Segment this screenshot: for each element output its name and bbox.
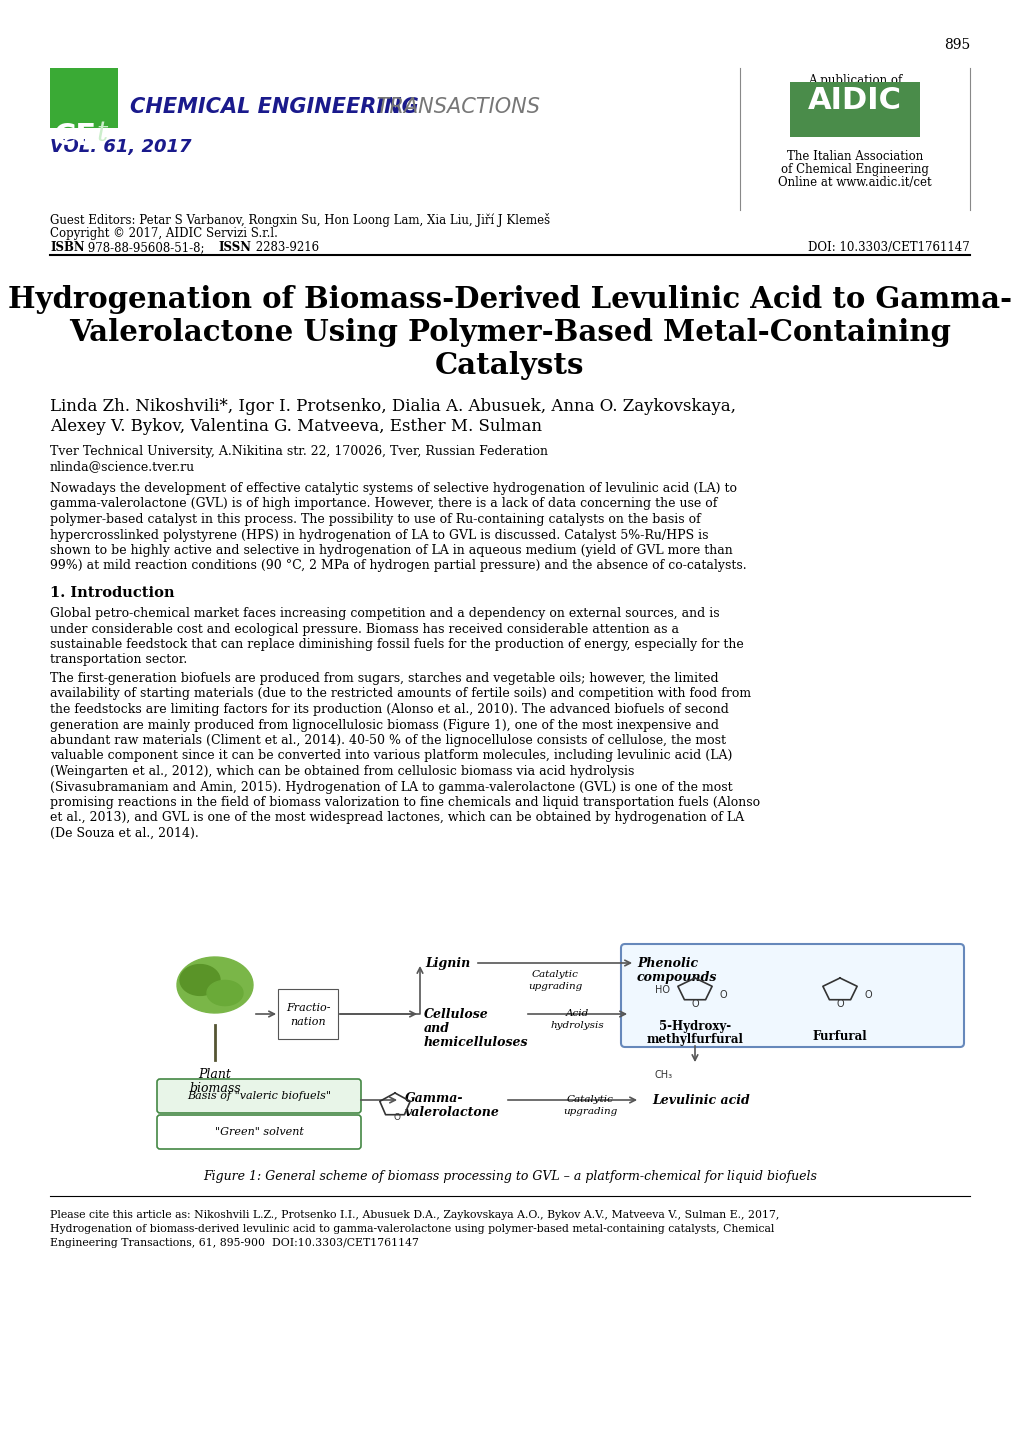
Text: Acid: Acid	[566, 1009, 589, 1018]
FancyBboxPatch shape	[790, 82, 919, 137]
Text: Copyright © 2017, AIDIC Servizi S.r.l.: Copyright © 2017, AIDIC Servizi S.r.l.	[50, 226, 277, 239]
Text: The Italian Association: The Italian Association	[786, 150, 922, 163]
Text: Global petro-chemical market faces increasing competition and a dependency on ex: Global petro-chemical market faces incre…	[50, 607, 719, 620]
Text: Hydrogenation of biomass-derived levulinic acid to gamma-valerolactone using pol: Hydrogenation of biomass-derived levulin…	[50, 1224, 773, 1234]
Text: (Sivasubramaniam and Amin, 2015). Hydrogenation of LA to gamma-valerolactone (GV: (Sivasubramaniam and Amin, 2015). Hydrog…	[50, 780, 732, 793]
Text: Hydrogenation of Biomass-Derived Levulinic Acid to Gamma-: Hydrogenation of Biomass-Derived Levulin…	[8, 286, 1011, 314]
Text: compounds: compounds	[637, 970, 716, 983]
Text: 5-Hydroxy-: 5-Hydroxy-	[658, 1019, 731, 1032]
Text: availability of starting materials (due to the restricted amounts of fertile soi: availability of starting materials (due …	[50, 688, 750, 701]
Text: AIDIC: AIDIC	[807, 87, 901, 115]
Text: CH₃: CH₃	[654, 1070, 673, 1080]
Text: upgrading: upgrading	[528, 982, 582, 991]
Text: nation: nation	[289, 1017, 325, 1027]
Text: HO: HO	[655, 985, 669, 995]
Text: O: O	[691, 999, 698, 1009]
Text: methylfurfural: methylfurfural	[646, 1032, 743, 1045]
Text: biomass: biomass	[189, 1082, 240, 1094]
Text: t: t	[96, 120, 107, 147]
Text: nlinda@science.tver.ru: nlinda@science.tver.ru	[50, 460, 195, 473]
Text: Tver Technical University, A.Nikitina str. 22, 170026, Tver, Russian Federation: Tver Technical University, A.Nikitina st…	[50, 446, 547, 459]
Text: gamma-valerolactone (GVL) is of high importance. However, there is a lack of dat: gamma-valerolactone (GVL) is of high imp…	[50, 497, 716, 510]
Text: the feedstocks are limiting factors for its production (Alonso et al., 2010). Th: the feedstocks are limiting factors for …	[50, 704, 729, 717]
Text: ISSN: ISSN	[218, 241, 251, 254]
Text: promising reactions in the field of biomass valorization to fine chemicals and l: promising reactions in the field of biom…	[50, 796, 759, 809]
Text: The first-generation biofuels are produced from sugars, starches and vegetable o: The first-generation biofuels are produc…	[50, 672, 718, 685]
Text: Basis of "valeric biofuels": Basis of "valeric biofuels"	[186, 1092, 331, 1102]
Text: and: and	[424, 1022, 449, 1035]
Text: Please cite this article as: Nikoshvili L.Z., Protsenko I.I., Abusuek D.A., Zayk: Please cite this article as: Nikoshvili …	[50, 1210, 779, 1220]
Text: 2283-9216: 2283-9216	[252, 241, 319, 254]
Text: (Weingarten et al., 2012), which can be obtained from cellulosic biomass via aci: (Weingarten et al., 2012), which can be …	[50, 766, 634, 779]
Text: O: O	[718, 991, 727, 999]
FancyBboxPatch shape	[157, 1115, 361, 1149]
Text: shown to be highly active and selective in hydrogenation of LA in aqueous medium: shown to be highly active and selective …	[50, 544, 732, 557]
Text: of Chemical Engineering: of Chemical Engineering	[781, 163, 928, 176]
Text: Engineering Transactions, 61, 895-900  DOI:10.3303/CET1761147: Engineering Transactions, 61, 895-900 DO…	[50, 1239, 419, 1247]
Text: hemicelluloses: hemicelluloses	[424, 1035, 528, 1048]
Text: Figure 1: General scheme of biomass processing to GVL – a platform-chemical for : Figure 1: General scheme of biomass proc…	[203, 1169, 816, 1182]
Text: ISBN: ISBN	[50, 241, 85, 254]
Text: 895: 895	[943, 37, 969, 52]
Text: O: O	[393, 1113, 400, 1122]
Text: (De Souza et al., 2014).: (De Souza et al., 2014).	[50, 828, 199, 841]
Polygon shape	[179, 965, 220, 995]
Text: valerolactone: valerolactone	[405, 1106, 499, 1119]
Text: generation are mainly produced from lignocellulosic biomass (Figure 1), one of t: generation are mainly produced from lign…	[50, 718, 718, 731]
Text: A publication of: A publication of	[807, 74, 901, 87]
Polygon shape	[177, 957, 253, 1012]
Text: polymer-based catalyst in this process. The possibility to use of Ru-containing : polymer-based catalyst in this process. …	[50, 513, 700, 526]
FancyBboxPatch shape	[157, 1079, 361, 1113]
Text: valuable component since it can be converted into various platform molecules, in: valuable component since it can be conve…	[50, 750, 732, 763]
Text: O: O	[836, 999, 843, 1009]
Text: under considerable cost and ecological pressure. Biomass has received considerab: under considerable cost and ecological p…	[50, 623, 679, 636]
Text: 978-88-95608-51-8;: 978-88-95608-51-8;	[84, 241, 208, 254]
Text: et al., 2013), and GVL is one of the most widespread lactones, which can be obta: et al., 2013), and GVL is one of the mos…	[50, 812, 744, 825]
Text: 1. Introduction: 1. Introduction	[50, 585, 174, 600]
FancyBboxPatch shape	[621, 945, 963, 1047]
Text: VOL. 61, 2017: VOL. 61, 2017	[50, 138, 192, 156]
FancyBboxPatch shape	[278, 989, 337, 1040]
Text: Linda Zh. Nikoshvili*, Igor I. Protsenko, Dialia A. Abusuek, Anna O. Zaykovskaya: Linda Zh. Nikoshvili*, Igor I. Protsenko…	[50, 398, 736, 415]
Text: Valerolactone Using Polymer-Based Metal-Containing: Valerolactone Using Polymer-Based Metal-…	[69, 319, 950, 348]
Text: Alexey V. Bykov, Valentina G. Matveeva, Esther M. Sulman: Alexey V. Bykov, Valentina G. Matveeva, …	[50, 418, 541, 435]
Text: upgrading: upgrading	[562, 1107, 616, 1116]
Text: Catalysts: Catalysts	[435, 350, 584, 381]
Text: 99%) at mild reaction conditions (90 °C, 2 MPa of hydrogen partial pressure) and: 99%) at mild reaction conditions (90 °C,…	[50, 559, 746, 572]
Text: Levulinic acid: Levulinic acid	[651, 1093, 749, 1106]
Text: Catalytic: Catalytic	[531, 970, 578, 979]
Text: Cellulose: Cellulose	[424, 1008, 488, 1021]
Text: Catalytic: Catalytic	[566, 1094, 612, 1105]
Text: abundant raw materials (Climent et al., 2014). 40-50 % of the lignocellulose con: abundant raw materials (Climent et al., …	[50, 734, 726, 747]
Text: O: O	[863, 991, 871, 999]
Text: Guest Editors: Petar S Varbanov, Rongxin Su, Hon Loong Lam, Xia Liu, Jiří J Klem: Guest Editors: Petar S Varbanov, Rongxin…	[50, 213, 549, 226]
Text: CE: CE	[54, 123, 97, 151]
Text: DOI: 10.3303/CET1761147: DOI: 10.3303/CET1761147	[807, 241, 969, 254]
Text: TRANSACTIONS: TRANSACTIONS	[370, 97, 539, 117]
Text: transportation sector.: transportation sector.	[50, 653, 187, 666]
Polygon shape	[207, 981, 243, 1005]
Text: "Green" solvent: "Green" solvent	[214, 1128, 303, 1136]
FancyBboxPatch shape	[50, 68, 118, 128]
Text: Gamma-: Gamma-	[405, 1092, 464, 1105]
Text: Online at www.aidic.it/cet: Online at www.aidic.it/cet	[777, 176, 931, 189]
Text: Furfural: Furfural	[812, 1030, 866, 1043]
Text: sustainable feedstock that can replace diminishing fossil fuels for the producti: sustainable feedstock that can replace d…	[50, 637, 743, 650]
Text: Phenolic: Phenolic	[637, 957, 697, 970]
Text: Nowadays the development of effective catalytic systems of selective hydrogenati: Nowadays the development of effective ca…	[50, 482, 737, 495]
Text: CHEMICAL ENGINEERING: CHEMICAL ENGINEERING	[129, 97, 419, 117]
Text: hydrolysis: hydrolysis	[550, 1021, 604, 1030]
Text: Plant: Plant	[199, 1069, 231, 1082]
Text: Fractio-: Fractio-	[285, 1004, 330, 1012]
Text: Lignin: Lignin	[425, 956, 470, 969]
Text: hypercrosslinked polystyrene (HPS) in hydrogenation of LA to GVL is discussed. C: hypercrosslinked polystyrene (HPS) in hy…	[50, 529, 708, 542]
